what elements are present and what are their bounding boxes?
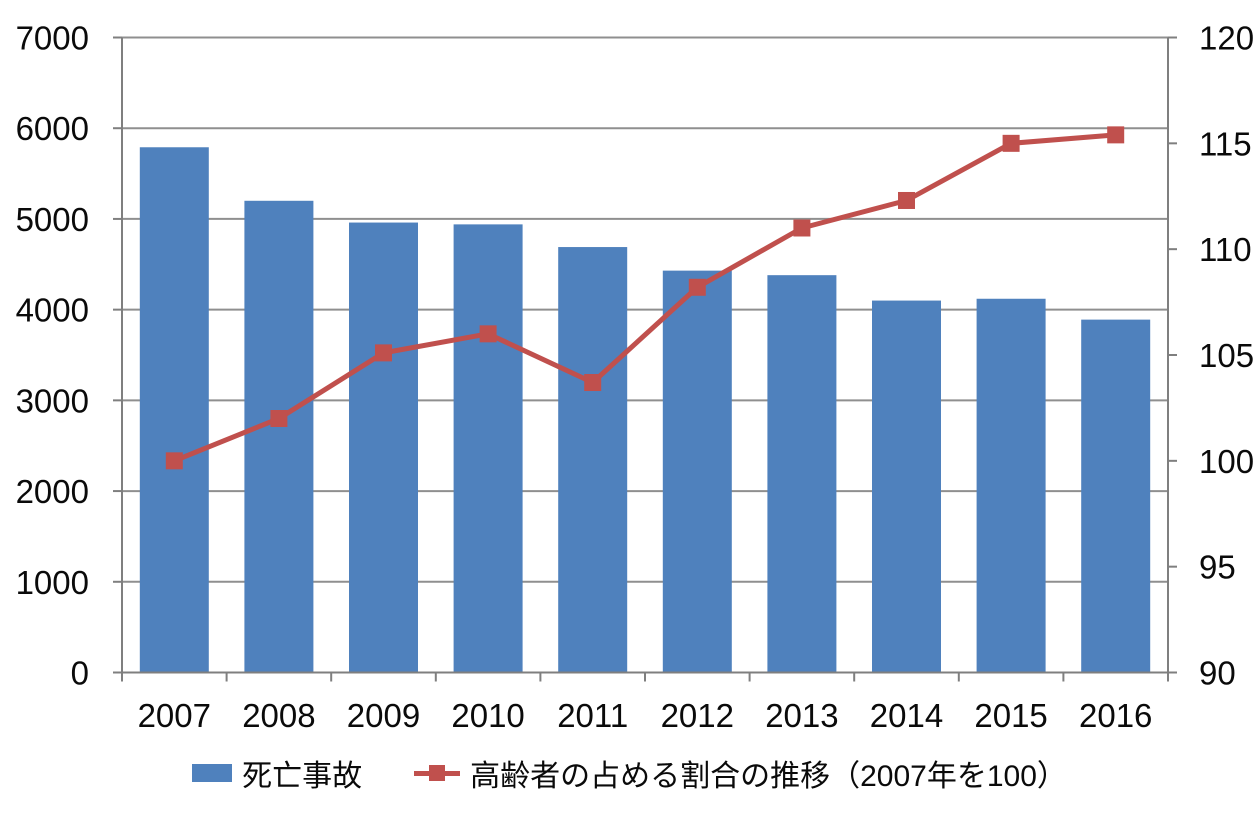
bar-series-swatch-icon (192, 764, 233, 782)
bar-2008 (244, 200, 314, 673)
x-tick-label-2016: 2016 (1079, 697, 1152, 734)
y-left-tick-label-5000: 5000 (16, 201, 89, 238)
line-marker-2013 (793, 219, 811, 237)
x-tick-label-2008: 2008 (242, 697, 315, 734)
line-marker-2011 (584, 374, 602, 392)
elderly-ratio-line (171, 132, 1119, 464)
bar-2014 (872, 300, 941, 673)
x-tick-label-2007: 2007 (138, 697, 211, 734)
line-swatch-marker-icon (429, 765, 446, 781)
y-right-tick-label-90: 90 (1199, 655, 1236, 692)
bar-2012 (662, 270, 732, 673)
line-marker-2015 (1002, 134, 1020, 152)
y-right-tick-label-120: 120 (1199, 20, 1254, 57)
bar-2007 (139, 147, 209, 673)
x-tick-label-2009: 2009 (347, 697, 420, 734)
bar-2015 (976, 298, 1046, 673)
line-marker-2008 (270, 410, 288, 427)
y-right-tick-label-110: 110 (1199, 231, 1252, 268)
y-left-tick-label-4000: 4000 (16, 292, 89, 329)
chart-legend: 死亡事故 高齢者の占める割合の推移（2007年を100） (0, 748, 1259, 798)
bar-2009 (349, 222, 418, 673)
x-tick-label-2012: 2012 (661, 697, 734, 734)
legend-label-fatal-accidents: 死亡事故 (242, 760, 363, 793)
line-marker-2016 (1107, 126, 1125, 144)
x-tick-label-2011: 2011 (557, 697, 628, 734)
y-left-tick-label-3000: 3000 (16, 382, 89, 419)
legend-item-fatal-accidents: 死亡事故 (192, 751, 362, 795)
y-left-tick-label-2000: 2000 (16, 473, 89, 510)
y-left-tick-label-7000: 7000 (16, 20, 89, 57)
line-marker-2012 (688, 278, 706, 296)
bar-2016 (1081, 319, 1151, 673)
x-tick-label-2013: 2013 (765, 697, 838, 734)
y-right-tick-label-115: 115 (1199, 125, 1252, 162)
line-marker-2010 (479, 325, 497, 343)
line-marker-2007 (165, 452, 183, 470)
line-marker-2009 (375, 344, 392, 362)
bar-2010 (453, 224, 523, 673)
bar-2011 (558, 247, 628, 673)
legend-item-elderly-ratio: 高齢者の占める割合の推移（2007年を100） (414, 751, 1067, 795)
y-left-tick-label-6000: 6000 (16, 110, 89, 147)
legend-label-elderly-ratio: 高齢者の占める割合の推移（2007年を100） (470, 760, 1067, 793)
bar-2013 (767, 275, 837, 673)
y-left-tick-label-1000: 1000 (16, 564, 89, 601)
y-left-tick-label-0: 0 (71, 655, 89, 692)
y-right-tick-label-105: 105 (1199, 337, 1254, 374)
x-tick-label-2015: 2015 (974, 697, 1047, 734)
y-right-tick-label-95: 95 (1199, 549, 1236, 586)
line-series-swatch-icon (414, 764, 461, 782)
x-tick-label-2010: 2010 (451, 697, 524, 734)
y-right-tick-label-100: 100 (1199, 443, 1254, 480)
line-marker-2014 (898, 191, 915, 209)
x-tick-label-2014: 2014 (870, 697, 943, 734)
